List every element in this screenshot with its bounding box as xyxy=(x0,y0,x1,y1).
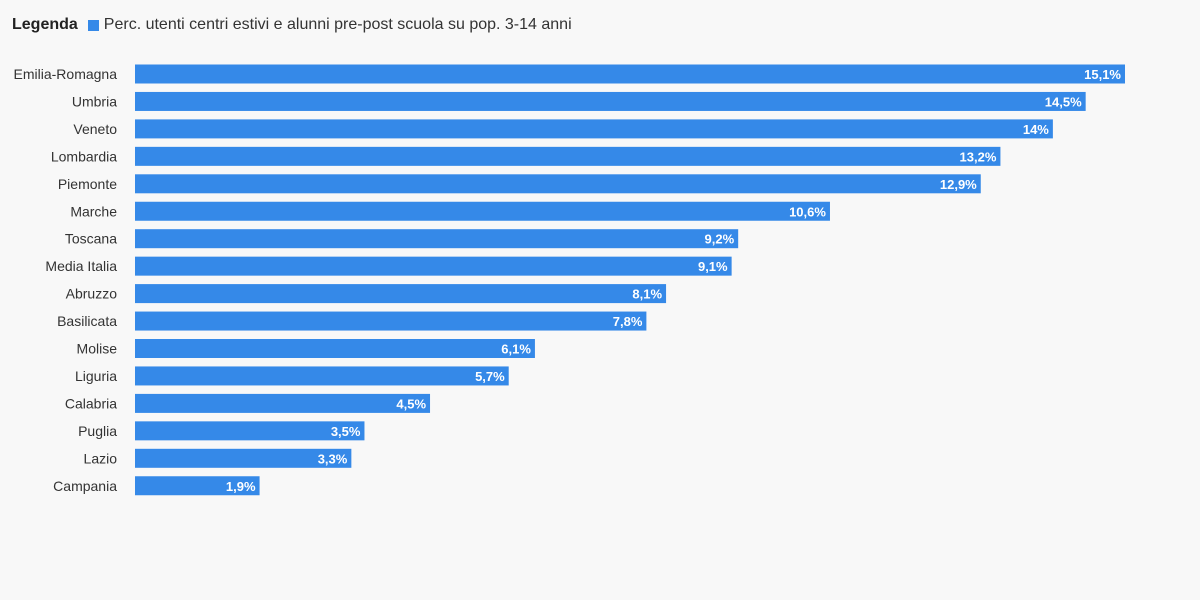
category-label: Puglia xyxy=(78,423,117,439)
bar[interactable] xyxy=(135,393,431,413)
bar-value-label: 14% xyxy=(1023,122,1049,137)
bar-value-label: 9,1% xyxy=(698,259,728,274)
bar[interactable] xyxy=(135,339,535,358)
bar-value-label: 9,2% xyxy=(705,232,735,247)
bar[interactable] xyxy=(135,174,981,194)
bar[interactable] xyxy=(135,284,667,304)
bar-value-label: 12,9% xyxy=(940,177,977,192)
category-label: Molise xyxy=(77,341,118,357)
category-label: Marche xyxy=(70,203,117,219)
bar[interactable] xyxy=(135,366,509,386)
category-label: Calabria xyxy=(65,395,117,411)
category-label: Toscana xyxy=(65,231,117,247)
bar-value-label: 10,6% xyxy=(789,204,826,219)
bar-value-label: 15,1% xyxy=(1084,67,1121,82)
bar-value-label: 3,3% xyxy=(318,451,348,466)
legend: Legenda Perc. utenti centri estivi e alu… xyxy=(12,14,572,36)
category-label: Umbria xyxy=(72,93,117,109)
bar-value-label: 6,1% xyxy=(501,342,531,357)
bar-value-label: 3,5% xyxy=(331,424,361,439)
legend-series-label[interactable]: Perc. utenti centri estivi e alunni pre-… xyxy=(103,16,572,33)
bar-value-label: 1,9% xyxy=(226,479,256,494)
bar-value-label: 7,8% xyxy=(613,314,643,329)
bar-value-label: 13,2% xyxy=(960,149,997,164)
category-label: Media Italia xyxy=(45,258,117,274)
bar[interactable] xyxy=(135,476,260,496)
category-label: Campania xyxy=(53,478,117,494)
category-label: Liguria xyxy=(75,368,117,384)
bar[interactable] xyxy=(135,91,1086,111)
bar[interactable] xyxy=(135,64,1125,84)
bar[interactable] xyxy=(135,146,1001,166)
bar[interactable] xyxy=(135,119,1053,139)
bar-value-label: 4,5% xyxy=(396,396,426,411)
legend-title: Legenda xyxy=(12,16,78,33)
bar[interactable] xyxy=(135,311,647,331)
category-label: Basilicata xyxy=(57,313,117,329)
bar-value-label: 14,5% xyxy=(1045,94,1082,109)
bar[interactable] xyxy=(135,201,830,221)
category-label: Lombardia xyxy=(51,148,117,164)
bar[interactable] xyxy=(135,421,365,441)
bar[interactable] xyxy=(135,229,739,249)
category-label: Lazio xyxy=(84,450,118,466)
legend-swatch[interactable] xyxy=(87,19,99,31)
category-label: Abruzzo xyxy=(66,286,118,302)
bar[interactable] xyxy=(135,448,352,468)
category-label: Piemonte xyxy=(58,176,117,192)
category-label: Emilia-Romagna xyxy=(14,66,118,82)
category-label: Veneto xyxy=(73,121,117,137)
bar-value-label: 5,7% xyxy=(475,369,505,384)
bar[interactable] xyxy=(135,256,732,276)
bar-value-label: 8,1% xyxy=(632,287,662,302)
